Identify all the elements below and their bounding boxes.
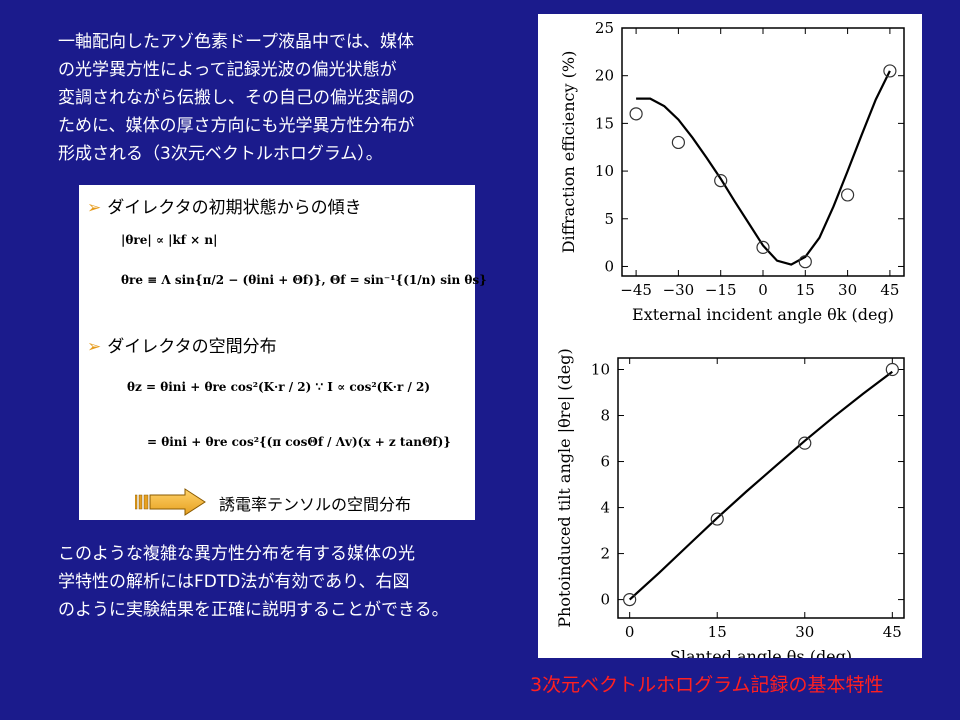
y-tick-label: 0: [604, 257, 614, 275]
x-tick-label: 45: [883, 623, 902, 641]
x-tick-label: 15: [708, 623, 727, 641]
x-tick-label: 0: [625, 623, 635, 641]
measured-point: [671, 135, 685, 150]
intro-line: の光学異方性によって記録光波の偏光状態が: [58, 60, 397, 80]
arrow-result-label: 誘電率テンソルの空間分布: [219, 495, 412, 514]
outro-paragraph: このような複雑な異方性分布を有する媒体の光 学特性の解析にはFDTD法が有効であ…: [58, 540, 449, 624]
calculated-curve: [628, 370, 893, 601]
diffraction-efficiency-chart: −45 −30 −15 0 15 30 45 0 5 10 15 20 25 External incid…: [559, 19, 905, 324]
y-tick-label: 8: [600, 407, 610, 425]
bullet-arrow-icon: ➢: [87, 337, 102, 357]
figure-caption: 3次元ベクトルホログラム記録の基本特性: [530, 674, 884, 696]
y-axis-label: Photoinduced tilt angle |θre| (deg): [555, 348, 574, 627]
intro-line: 変調されながら伝搬し、その自己の偏光変調の: [58, 88, 415, 108]
x-axis-label: Slanted angle θs (deg): [670, 647, 852, 658]
tilt-angle-chart: 0 15 30 45 0 2 4 6 8 10 Slanted angle θs (deg) Phot…: [555, 348, 905, 658]
y-tick-label: 25: [595, 19, 614, 37]
measured-point: [629, 107, 643, 121]
calculated-curve: [636, 70, 891, 266]
bullet-initial-tilt: ➢ ダイレクタの初期状態からの傾き: [87, 193, 362, 218]
block-arrow-icon: [135, 488, 206, 516]
intro-line: 形成される（3次元ベクトルホログラム）。: [58, 144, 383, 164]
y-tick-label: 0: [600, 591, 610, 609]
bullet-spatial-distribution: ➢ ダイレクタの空間分布: [87, 332, 277, 357]
bullet-label: ダイレクタの空間分布: [107, 337, 277, 357]
intro-line: ために、媒体の厚さ方向にも光学異方性分布が: [58, 116, 415, 136]
measured-point: [841, 188, 855, 202]
x-axis-label: External incident angle θk (deg): [632, 305, 894, 324]
x-tick-label: −15: [705, 281, 737, 299]
measured-point: [756, 240, 770, 254]
y-tick-label: 2: [600, 545, 610, 563]
y-tick-label: 4: [600, 499, 610, 517]
measured-point: [798, 255, 812, 269]
measured-point: [798, 436, 812, 450]
outro-line: のように実験結果を正確に説明することができる。: [58, 600, 449, 620]
intro-paragraph: 一軸配向したアゾ色素ドープ液晶中では、媒体 の光学異方性によって記録光波の偏光状…: [58, 28, 415, 168]
bullet-arrow-icon: ➢: [87, 198, 102, 218]
y-tick-label: 20: [595, 67, 614, 85]
measured-point: [623, 592, 637, 607]
intro-line: 一軸配向したアゾ色素ドープ液晶中では、媒体: [58, 32, 414, 52]
x-tick-label: 45: [880, 281, 899, 299]
equation-director-distribution: θz = θini + θre cos²(K·r / 2) ∵ I ∝ cos²…: [127, 380, 431, 394]
plot-frame: [617, 357, 905, 619]
measured-point: [883, 64, 897, 78]
y-tick-label: 6: [600, 453, 610, 471]
figure-panel: −45 −30 −15 0 15 30 45 0 5 10 15 20 25 External incid…: [538, 14, 922, 658]
x-tick-label: 30: [795, 623, 814, 641]
equation-tilt-proportional: |θre| ∝ |kf × n|: [121, 233, 218, 247]
formula-panel: ➢ ダイレクタの初期状態からの傾き |θre| ∝ |kf × n| θre ≡ …: [79, 185, 487, 520]
x-tick-label: 30: [838, 281, 857, 299]
measured-point: [710, 512, 724, 526]
x-tick-label: 15: [796, 281, 815, 299]
y-tick-label: 15: [595, 114, 614, 132]
plot-frame: [621, 27, 905, 277]
y-tick-label: 10: [591, 361, 610, 379]
outro-line: 学特性の解析にはFDTD法が有効であり、右図: [58, 572, 410, 592]
equation-tilt-definition: θre ≡ Λ sin{π/2 − (θini + Θf)}, Θf = sin…: [121, 273, 487, 287]
y-tick-label: 5: [604, 210, 614, 228]
outro-line: このような複雑な異方性分布を有する媒体の光: [58, 544, 415, 564]
x-tick-label: −30: [663, 281, 695, 299]
measured-point: [714, 174, 728, 188]
bullet-label: ダイレクタの初期状態からの傾き: [107, 198, 362, 218]
y-tick-label: 10: [595, 162, 614, 180]
y-axis-label: Diffraction efficiency (%): [559, 51, 578, 254]
measured-point: [885, 362, 899, 377]
x-tick-label: −45: [620, 281, 652, 299]
equation-director-expanded: = θini + θre cos²{(π cosΘf / Λv)(x + z t…: [147, 435, 451, 449]
x-tick-label: 0: [758, 281, 768, 299]
